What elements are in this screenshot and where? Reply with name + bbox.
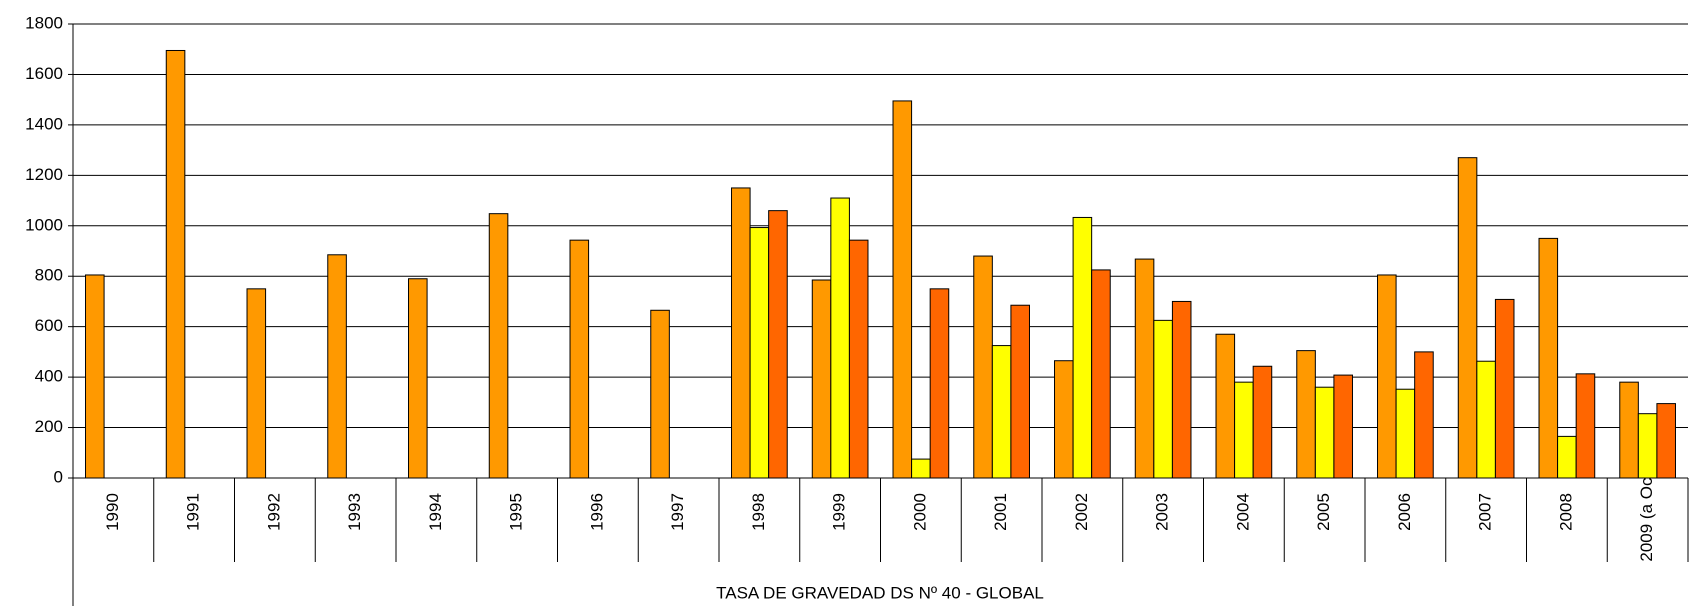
bar xyxy=(1395,388,1416,479)
x-tick-label: 2008 xyxy=(1556,493,1575,531)
bar xyxy=(1557,435,1577,479)
bar xyxy=(408,278,428,479)
bar xyxy=(1619,381,1639,479)
x-axis-title: TASA DE GRAVEDAD DS Nº 40 - GLOBAL xyxy=(716,583,1044,602)
bar xyxy=(991,345,1012,479)
bar xyxy=(1171,300,1192,479)
x-tick-label: 1995 xyxy=(507,493,526,531)
bar xyxy=(1134,258,1155,479)
x-tick-label: 2004 xyxy=(1233,493,1252,531)
bar xyxy=(1575,373,1596,479)
bar xyxy=(848,239,869,479)
bar xyxy=(1215,333,1236,479)
x-tick-label: 2009 (a Oct.) xyxy=(1637,462,1656,561)
bar xyxy=(1153,319,1173,479)
x-tick-label: 2002 xyxy=(1072,493,1091,531)
y-tick-label: 800 xyxy=(35,266,63,285)
y-tick-label: 1800 xyxy=(25,13,63,32)
x-tick-label: 2003 xyxy=(1153,493,1172,531)
y-tick-label: 600 xyxy=(35,316,63,335)
bar xyxy=(1457,157,1478,479)
bar xyxy=(1072,216,1093,479)
bar xyxy=(1296,350,1316,479)
bar xyxy=(1476,360,1496,479)
x-tick-label: 1999 xyxy=(830,493,849,531)
y-tick-label: 1400 xyxy=(25,114,63,133)
bar xyxy=(929,288,950,479)
y-tick-label: 1200 xyxy=(25,165,63,184)
x-tick-label: 2001 xyxy=(991,493,1010,531)
bar xyxy=(768,210,788,479)
bar xyxy=(1656,403,1676,479)
bar xyxy=(165,49,186,479)
bar xyxy=(973,255,993,479)
x-tick-label: 1992 xyxy=(264,493,283,531)
bar xyxy=(731,187,751,479)
x-tick-label: 2000 xyxy=(910,493,929,531)
bar xyxy=(911,458,931,479)
bar xyxy=(1494,298,1515,479)
bar xyxy=(85,274,105,479)
x-tick-label: 1993 xyxy=(345,493,364,531)
y-tick-label: 0 xyxy=(54,467,63,486)
bar xyxy=(1637,413,1658,479)
x-tick-label: 1994 xyxy=(426,493,445,531)
bar xyxy=(1010,304,1030,479)
bar xyxy=(1414,351,1434,479)
y-tick-label: 1600 xyxy=(25,64,63,83)
bar xyxy=(811,279,832,479)
x-tick-label: 1990 xyxy=(103,493,122,531)
x-tick-label: 1997 xyxy=(668,493,687,531)
x-tick-label: 1996 xyxy=(587,493,606,531)
bar xyxy=(569,239,590,479)
bar xyxy=(1091,269,1111,479)
bar xyxy=(1538,237,1559,479)
x-tick-label: 2005 xyxy=(1314,493,1333,531)
bar xyxy=(246,288,267,479)
bar xyxy=(1054,360,1074,479)
x-tick-label: 1998 xyxy=(749,493,768,531)
bar xyxy=(892,100,913,479)
y-tick-label: 400 xyxy=(35,367,63,386)
bar xyxy=(650,309,670,479)
y-tick-label: 1000 xyxy=(25,215,63,234)
bar xyxy=(327,254,347,479)
bar xyxy=(830,197,850,479)
bar xyxy=(749,227,770,479)
bar xyxy=(1333,374,1353,479)
bar xyxy=(1252,365,1273,479)
bar xyxy=(488,213,509,479)
x-tick-label: 1991 xyxy=(184,493,203,531)
bar xyxy=(1377,274,1397,479)
x-tick-label: 2006 xyxy=(1395,493,1414,531)
y-tick-label: 200 xyxy=(35,417,63,436)
bar xyxy=(1234,381,1254,479)
bar xyxy=(1314,386,1335,479)
x-tick-label: 2007 xyxy=(1476,493,1495,531)
